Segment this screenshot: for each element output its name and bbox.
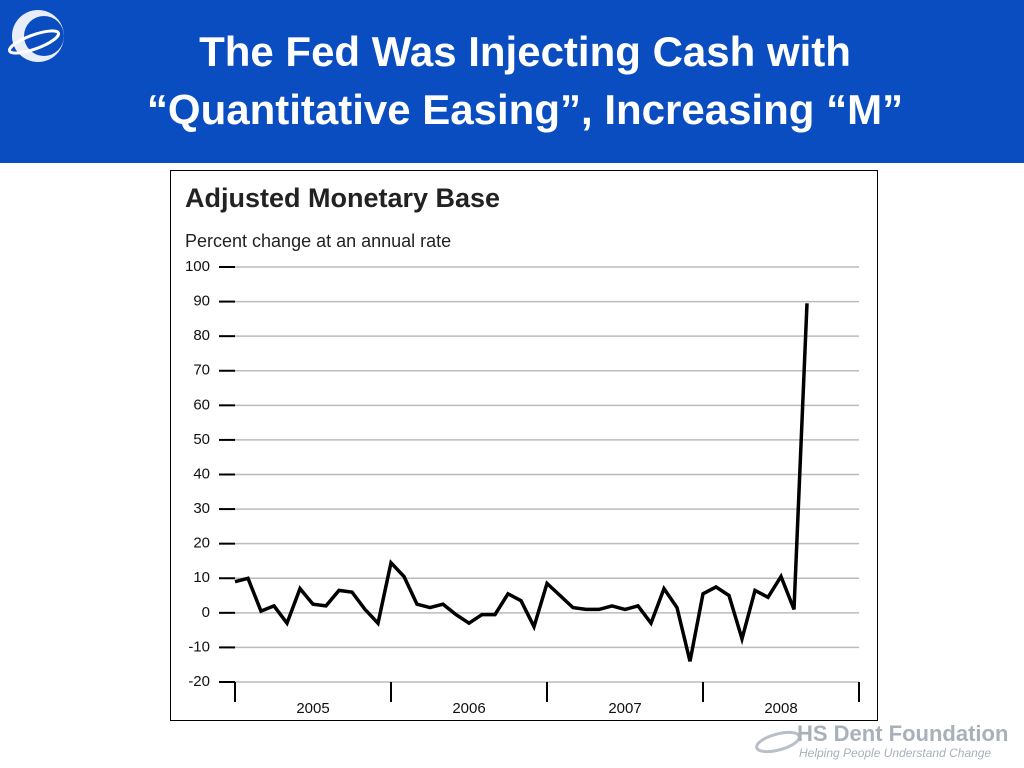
footer-name: HS Dent Foundation (797, 721, 1008, 746)
y-tick-label: 80 (193, 327, 210, 344)
x-group-label: 2006 (452, 700, 485, 717)
y-tick-label: 10 (193, 569, 210, 586)
y-tick-label: 20 (193, 535, 210, 552)
slide-title: “Quantitative Easing”, Increasing “M” (147, 86, 903, 133)
y-tick-label: 90 (193, 293, 210, 310)
y-tick-label: 50 (193, 431, 210, 448)
y-tick-label: -20 (188, 673, 210, 690)
y-tick-label: 0 (202, 604, 210, 621)
logo (7, 10, 64, 62)
footer-logo: HS Dent Foundation Helping People Unders… (755, 721, 1008, 760)
x-group-label: 2005 (296, 700, 329, 717)
x-group-label: 2007 (608, 700, 641, 717)
chart-subtitle: Percent change at an annual rate (185, 231, 451, 251)
y-tick-label: 70 (193, 362, 210, 379)
y-tick-label: 40 (193, 465, 210, 482)
y-tick-label: 100 (185, 258, 210, 275)
y-tick-label: -10 (188, 638, 210, 655)
y-tick-label: 60 (193, 396, 210, 413)
footer-tagline: Helping People Understand Change (799, 746, 991, 760)
y-tick-label: 30 (193, 500, 210, 517)
chart-title: Adjusted Monetary Base (185, 183, 500, 213)
chart-frame (170, 170, 878, 721)
slide-title: The Fed Was Injecting Cash with (199, 28, 851, 75)
x-group-label: 2008 (764, 700, 797, 717)
data-line (234, 303, 809, 662)
header-band (0, 0, 1024, 163)
